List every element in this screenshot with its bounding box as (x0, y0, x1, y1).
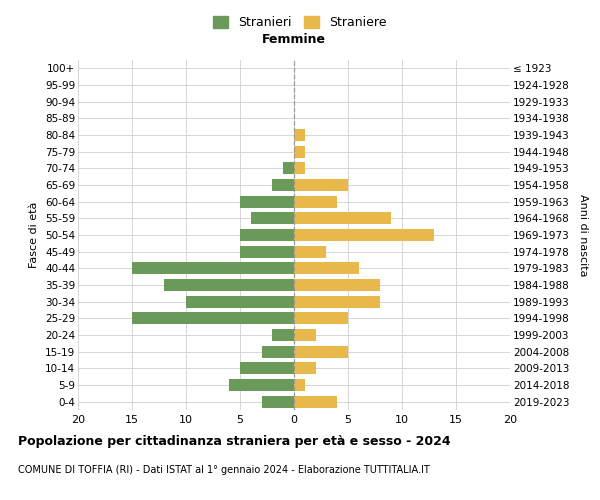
Bar (262, 396, 294, 407)
Bar (164, 279, 294, 291)
Bar (294, 296, 380, 308)
Bar (294, 379, 305, 391)
Bar (240, 196, 294, 207)
Bar (283, 162, 294, 174)
Bar (272, 329, 294, 341)
Bar (132, 312, 294, 324)
Y-axis label: Anni di nascita: Anni di nascita (578, 194, 588, 276)
Bar (294, 312, 348, 324)
Text: COMUNE DI TOFFIA (RI) - Dati ISTAT al 1° gennaio 2024 - Elaborazione TUTTITALIA.: COMUNE DI TOFFIA (RI) - Dati ISTAT al 1°… (18, 465, 430, 475)
Bar (294, 246, 326, 258)
Bar (132, 262, 294, 274)
Bar (294, 179, 348, 191)
Bar (240, 362, 294, 374)
Bar (294, 212, 391, 224)
Y-axis label: Fasce di età: Fasce di età (29, 202, 40, 268)
Bar (229, 379, 294, 391)
Bar (240, 229, 294, 241)
Text: Popolazione per cittadinanza straniera per età e sesso - 2024: Popolazione per cittadinanza straniera p… (18, 435, 451, 448)
Legend: Stranieri, Straniere: Stranieri, Straniere (208, 11, 392, 34)
Bar (294, 346, 348, 358)
Bar (294, 229, 434, 241)
Bar (294, 279, 380, 291)
Bar (294, 362, 316, 374)
Bar (294, 196, 337, 207)
Bar (251, 212, 294, 224)
Bar (240, 246, 294, 258)
Bar (186, 296, 294, 308)
Bar (294, 262, 359, 274)
Bar (262, 346, 294, 358)
Bar (294, 329, 316, 341)
Text: Femmine: Femmine (262, 33, 326, 46)
Bar (294, 129, 305, 141)
Bar (272, 179, 294, 191)
Bar (294, 396, 337, 407)
Bar (294, 162, 305, 174)
Bar (294, 146, 305, 158)
